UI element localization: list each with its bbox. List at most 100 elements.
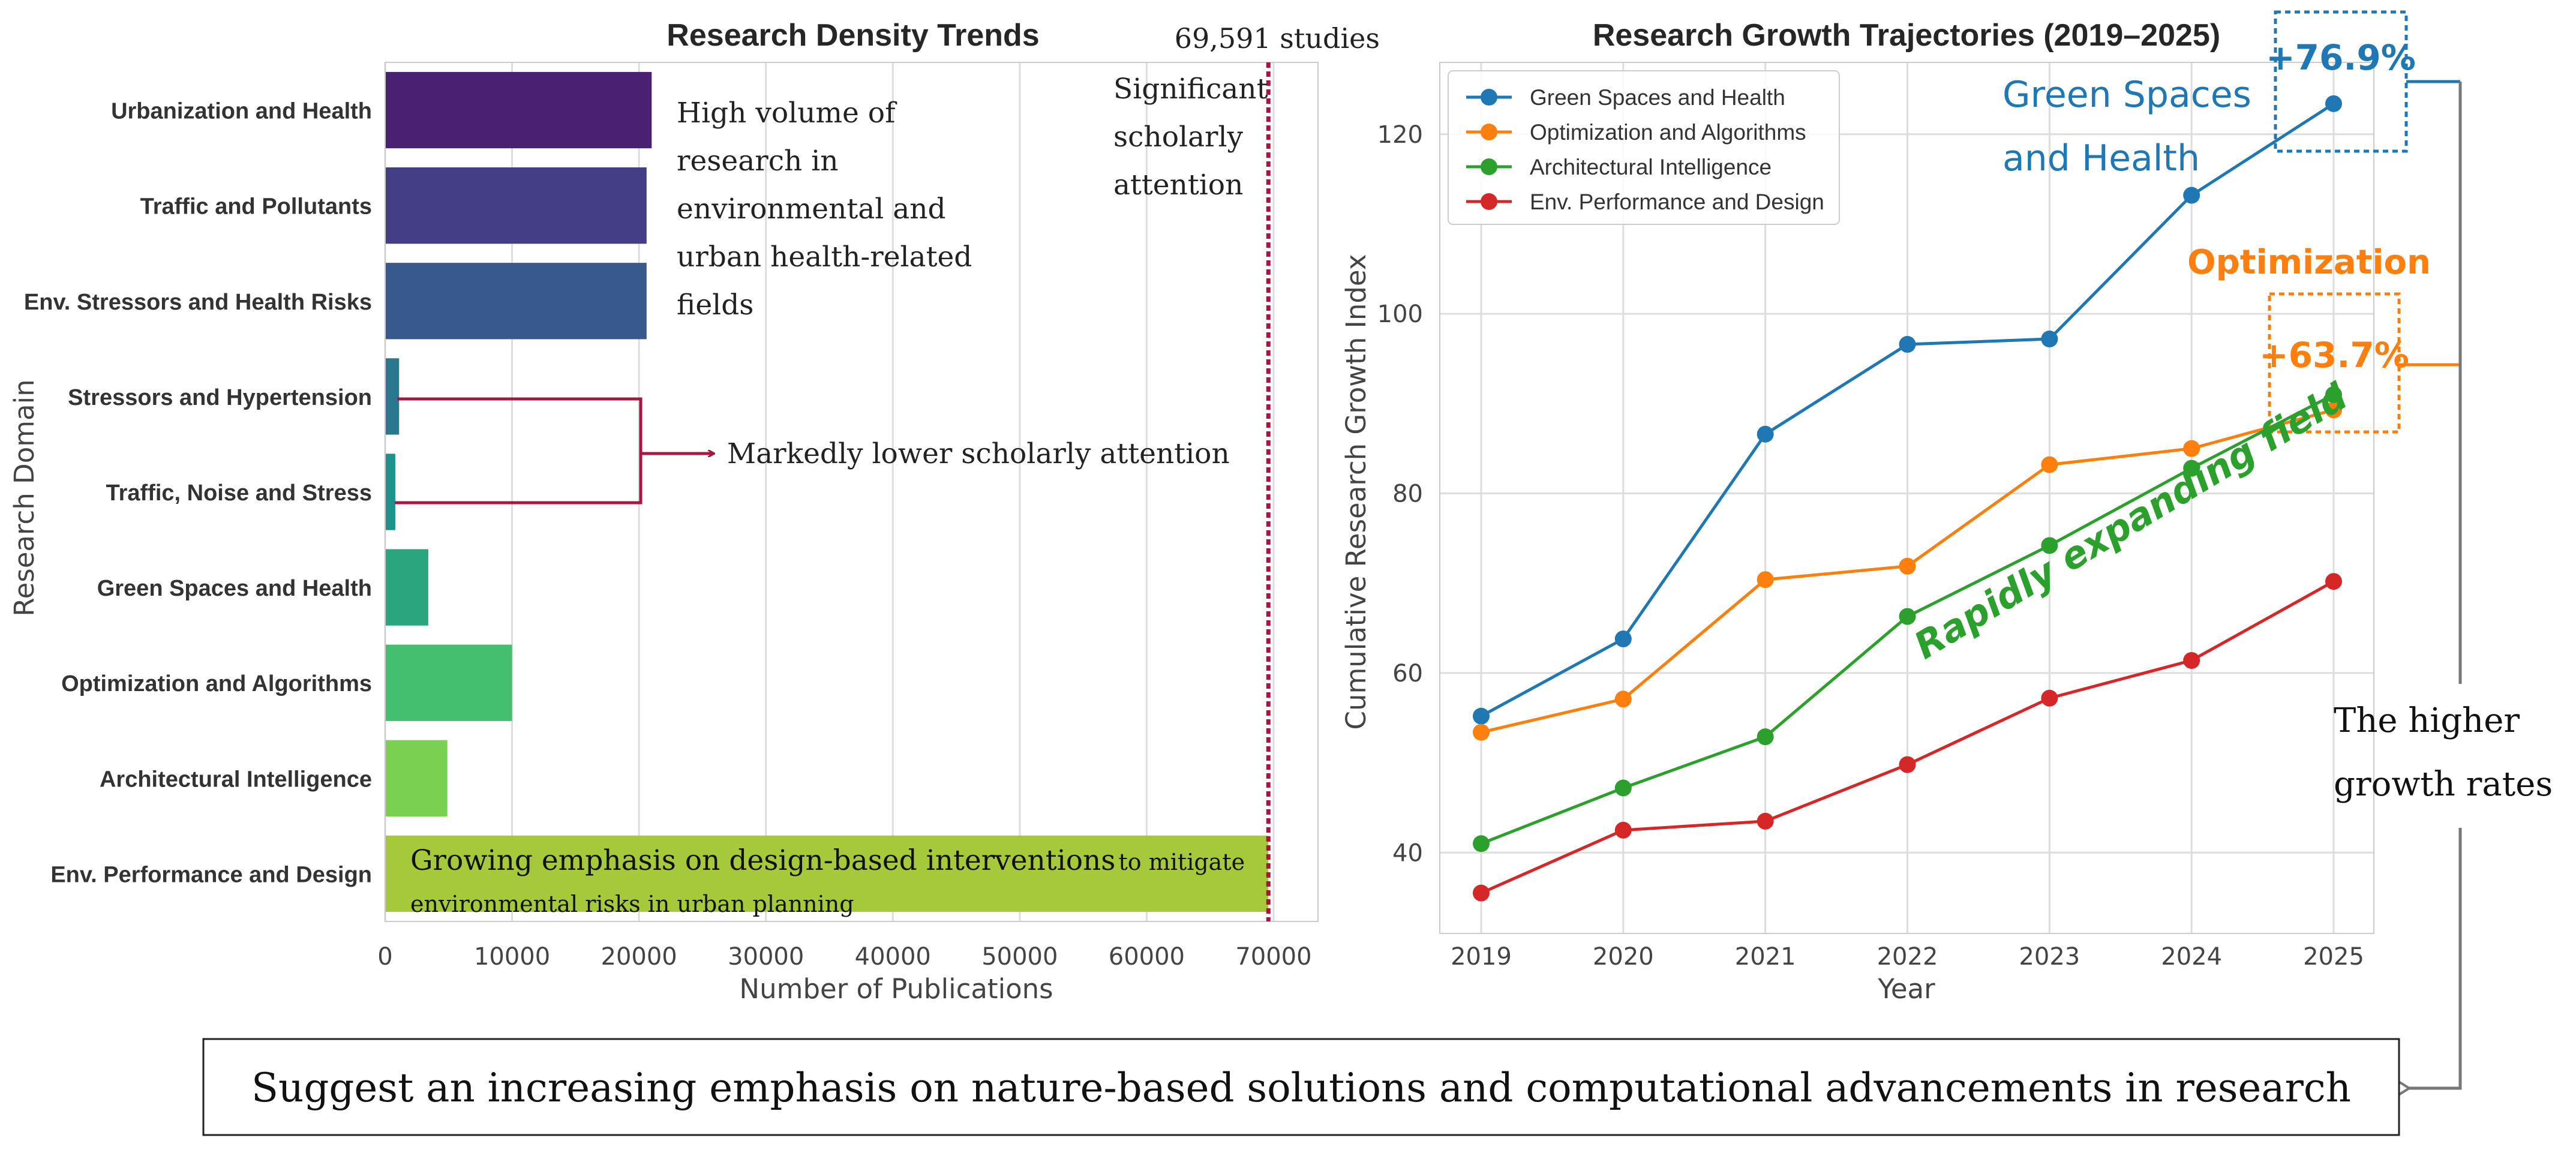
y-tick-label: Env. Stressors and Health Risks [24,290,372,315]
legend-label: Architectural Intelligence [1530,155,1772,179]
high-volume-line-3: environmental and [677,193,946,226]
x-tick-label: 20000 [601,943,677,971]
x-tick-label: 50000 [981,943,1058,971]
emphasis-rest: to mitigate [1119,849,1245,875]
bar [385,167,647,244]
data-point [1757,571,1774,588]
x-tick-label: 60000 [1109,943,1185,971]
line-chart: Research Growth Trajectories (2019–2025)… [1340,10,2553,1088]
data-point [1473,884,1490,902]
high-volume-line-1: High volume of [677,97,897,130]
conclusion-box: Suggest an increasing emphasis on nature… [202,1038,2400,1136]
x-tick-label: 2023 [2019,943,2080,971]
data-point [1899,336,1916,353]
optimization-growth-box [2268,292,2401,434]
x-tick-label: 0 [377,943,392,971]
design-emphasis-note: Growing emphasis on design-based interve… [410,844,1248,917]
data-point [1473,835,1490,852]
x-tick-label: 2019 [1451,943,1512,971]
y-axis-label: Research Domain [8,379,40,616]
legend-entry: Green Spaces and Health [1466,85,1785,110]
data-point [2183,187,2200,204]
optimization-callout: Optimization [2187,243,2431,282]
data-point [1757,812,1774,830]
y-tick-label: 80 [1392,481,1423,508]
high-volume-note: High volume of research in environmental… [677,97,981,322]
x-tick-label: 2024 [2161,943,2222,971]
bar [385,835,1269,912]
data-point [1473,723,1490,741]
data-point [1899,756,1916,773]
y-tick-label: Traffic and Pollutants [140,194,372,220]
legend-marker [1481,89,1497,106]
significant-line-2: scholarly [1113,121,1244,154]
legend-entry: Env. Performance and Design [1466,190,1824,214]
bar [385,454,395,530]
bar [385,549,428,626]
higher-line-2: growth rates [2334,765,2553,804]
green-spaces-callout: Green Spaces and Health [2002,74,2263,179]
y-tick-label: Optimization and Algorithms [61,671,372,696]
legend-label: Green Spaces and Health [1530,85,1785,110]
data-point [1614,690,1632,708]
y-tick-label: Env. Performance and Design [50,862,372,887]
lower-attention-bracket [395,397,643,505]
data-point [1614,821,1632,839]
x-tick-label: 2025 [2303,943,2364,971]
legend-entry: Optimization and Algorithms [1466,120,1806,145]
high-volume-line-2: research in [677,145,839,178]
line-chart-title: Research Growth Trajectories (2019–2025) [1593,18,2220,53]
bar [385,263,647,340]
data-point [2041,456,2058,473]
data-point [2183,460,2200,477]
x-tick-label: 2021 [1735,943,1796,971]
data-point [2325,95,2342,112]
higher-line-1: The higher [2334,701,2520,740]
data-point [2183,651,2200,669]
y-tick-label: 40 [1392,839,1423,867]
series [1473,573,2342,902]
data-point [1757,728,1774,746]
line-plot-frame [1439,62,2374,934]
legend-marker [1481,158,1497,175]
bar [385,71,652,149]
conclusion-text: Suggest an increasing emphasis on nature… [251,1065,2351,1111]
lower-attention-note: Markedly lower scholarly attention [727,437,1230,470]
legend-label: Optimization and Algorithms [1530,120,1806,145]
data-point [2325,401,2342,419]
legend-label: Env. Performance and Design [1530,190,1824,214]
bar-chart: Research Density Trends Urbanization and… [8,18,1380,1005]
x-tick-label: 2020 [1593,943,1654,971]
x-tick-label: 2022 [1877,943,1938,971]
green-callout-line-1: Green Spaces [2002,74,2251,116]
legend-box [1448,70,1840,225]
legend-marker [1481,124,1497,140]
data-point [2183,440,2200,457]
data-point [1899,557,1916,575]
emphasis-bold: Growing emphasis on design-based interve… [410,844,1115,877]
y-tick-label: Stressors and Hypertension [68,385,372,410]
data-point [1473,707,1490,725]
x-tick-label: 10000 [474,943,550,971]
x-axis-label: Number of Publications [739,973,1053,1005]
x-tick-label: 70000 [1235,943,1311,971]
bar [385,644,512,721]
bar-plot-frame [385,62,1319,922]
significant-line-1: Significant [1113,73,1268,106]
conclusion-frame [202,1038,2400,1136]
y-tick-label: Architectural Intelligence [100,767,372,792]
x-tick-label: 40000 [855,943,931,971]
gray-bracket-bottom [2409,828,2462,1088]
high-volume-line-4: urban health-related [677,241,972,274]
series [1473,401,2342,741]
high-volume-line-5: fields [677,289,753,322]
bar-chart-title: Research Density Trends [666,18,1039,53]
data-point [1899,608,1916,625]
data-point [2325,386,2342,403]
y-tick-label: 100 [1377,301,1423,328]
data-point [2325,573,2342,590]
y-tick-label: 120 [1377,121,1423,149]
y-tick-label: Green Spaces and Health [97,576,372,601]
legend: Green Spaces and Health Optimization and … [1448,70,1840,225]
